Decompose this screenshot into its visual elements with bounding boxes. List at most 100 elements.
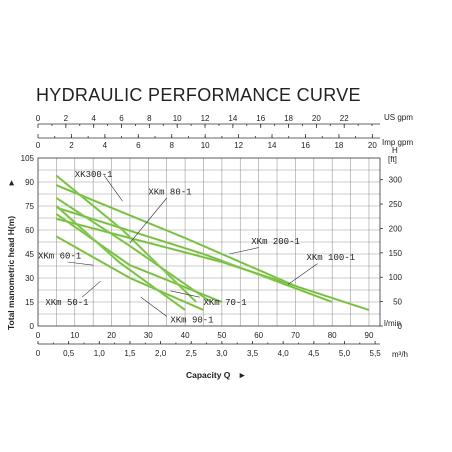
lmin-tick-label: 10 bbox=[70, 331, 79, 340]
ft-unit-h: H bbox=[392, 146, 398, 155]
curve-label: XKm 80-1 bbox=[148, 188, 191, 198]
m3h-tick-label: 3,5 bbox=[247, 349, 259, 358]
lmin-tick-label: 60 bbox=[254, 331, 263, 340]
impgpm-tick-label: 14 bbox=[268, 141, 277, 150]
m3h-unit: m³/h bbox=[392, 350, 408, 359]
lmin-tick-label: 0 bbox=[36, 331, 41, 340]
y-tick-label: 45 bbox=[25, 250, 34, 259]
ft-tick-label: 200 bbox=[389, 224, 403, 233]
curve-label: XKm 60-1 bbox=[38, 252, 81, 262]
impgpm-tick-label: 8 bbox=[170, 141, 175, 150]
curve-label: XKm 90-1 bbox=[170, 316, 213, 326]
usgpm-tick-label: 2 bbox=[64, 114, 69, 123]
x-axis-m3h: 0 0,5 1,0 1,5 2,0 2,5 3,0 3,5 4,0 4,5 5,0 5,5 bbox=[36, 341, 381, 358]
usgpm-tick-label: 20 bbox=[312, 114, 321, 123]
lmin-tick-label: 70 bbox=[291, 331, 300, 340]
lmin-unit: l/min bbox=[384, 319, 401, 328]
curves-group bbox=[55, 174, 370, 312]
ft-tick-label: 300 bbox=[389, 176, 403, 185]
impgpm-tick-label: 20 bbox=[368, 141, 377, 150]
m3h-tick-label: 4,5 bbox=[308, 349, 320, 358]
lmin-tick-label: 20 bbox=[107, 331, 116, 340]
curve-label: XKm 200-1 bbox=[251, 237, 300, 247]
y-tick-label: 60 bbox=[25, 226, 34, 235]
y-axis-arrow: ► bbox=[6, 179, 16, 187]
curve-xkm-200-1 bbox=[56, 217, 370, 312]
curve-xkm-80-1 bbox=[55, 184, 296, 288]
m3h-tick-label: 4,0 bbox=[278, 349, 290, 358]
chart-title: HYDRAULIC PERFORMANCE CURVE bbox=[36, 85, 361, 105]
y-axis-label: Total manometric head H(m) bbox=[6, 216, 16, 330]
us-gpm-axis: 0 2 4 6 8 10 12 14 16 18 20 22 bbox=[36, 114, 380, 128]
usgpm-tick-label: 22 bbox=[340, 114, 349, 123]
y-tick-label: 105 bbox=[21, 154, 35, 163]
y-axis-meters: 0 15 30 45 60 75 90 105 bbox=[21, 154, 35, 331]
usgpm-tick-label: 16 bbox=[256, 114, 265, 123]
impgpm-tick-label: 0 bbox=[36, 141, 41, 150]
m3h-tick-label: 5,0 bbox=[339, 349, 351, 358]
curve-edge-xkm-50-1 bbox=[56, 236, 204, 311]
impgpm-tick-label: 4 bbox=[103, 141, 108, 150]
y-axis-feet: 0 50 100 150 200 250 300 bbox=[380, 176, 403, 331]
ft-tick-label: 0 bbox=[398, 322, 403, 331]
lmin-tick-label: 90 bbox=[365, 331, 374, 340]
plot-frame bbox=[37, 157, 381, 327]
impgpm-tick-label: 16 bbox=[301, 141, 310, 150]
m3h-tick-label: 2,0 bbox=[155, 349, 167, 358]
curve-label: XKm 50-1 bbox=[45, 298, 88, 308]
lmin-tick-label: 40 bbox=[181, 331, 190, 340]
m3h-tick-label: 1,0 bbox=[94, 349, 106, 358]
curve-label: XKm 70-1 bbox=[203, 298, 246, 308]
ft-tick-label: 100 bbox=[389, 273, 403, 282]
curve-edge-xkm-60-1 bbox=[56, 205, 186, 311]
y-tick-label: 90 bbox=[25, 178, 34, 187]
curve-edge-xkm-100-1 bbox=[56, 207, 333, 303]
y-tick-label: 75 bbox=[25, 202, 34, 211]
impgpm-tick-label: 10 bbox=[201, 141, 210, 150]
curve-leader bbox=[287, 263, 318, 285]
lmin-tick-label: 30 bbox=[144, 331, 153, 340]
imp-gpm-unit: Imp gpm bbox=[382, 138, 413, 147]
x-axis-lmin: 0 10 20 30 40 50 60 70 80 90 bbox=[36, 331, 374, 340]
y-tick-label: 0 bbox=[30, 322, 35, 331]
impgpm-tick-label: 12 bbox=[234, 141, 243, 150]
us-gpm-unit: US gpm bbox=[384, 113, 413, 122]
usgpm-tick-label: 10 bbox=[173, 114, 182, 123]
ft-tick-label: 250 bbox=[389, 200, 403, 209]
curve-leader bbox=[229, 247, 259, 255]
m3h-tick-label: 1,5 bbox=[124, 349, 136, 358]
curve-label: XKm 100-1 bbox=[306, 253, 355, 263]
usgpm-tick-label: 18 bbox=[284, 114, 293, 123]
ft-unit-ft: [ft] bbox=[388, 155, 397, 164]
usgpm-tick-label: 0 bbox=[36, 114, 41, 123]
usgpm-tick-label: 12 bbox=[201, 114, 210, 123]
curve-leader bbox=[67, 261, 94, 266]
curve-label: XK300-1 bbox=[75, 170, 113, 180]
x-axis-arrow: ► bbox=[238, 370, 246, 380]
impgpm-tick-label: 18 bbox=[334, 141, 343, 150]
impgpm-tick-label: 6 bbox=[136, 141, 141, 150]
lmin-tick-label: 50 bbox=[217, 331, 226, 340]
curve-edge-xkm-70-1 bbox=[56, 213, 222, 303]
usgpm-tick-label: 14 bbox=[228, 114, 237, 123]
curve-edge-xkm-80-1 bbox=[56, 184, 296, 287]
curve-leader bbox=[129, 197, 167, 243]
usgpm-tick-label: 4 bbox=[91, 114, 96, 123]
curve-leader bbox=[170, 290, 200, 298]
y-tick-label: 15 bbox=[25, 298, 34, 307]
curve-edge-xkm-90-1 bbox=[56, 197, 211, 303]
curve-leader bbox=[140, 296, 167, 317]
ft-tick-label: 50 bbox=[393, 298, 402, 307]
usgpm-tick-label: 8 bbox=[147, 114, 152, 123]
curve-labels: XK300-1 XKm 80-1 XKm 200-1 XKm 100-1 XKm 60-… bbox=[38, 170, 355, 326]
m3h-tick-label: 2,5 bbox=[186, 349, 198, 358]
curve-edge-xkm-200-1 bbox=[56, 218, 370, 311]
m3h-tick-label: 3,0 bbox=[216, 349, 228, 358]
imp-gpm-axis: 0 2 4 6 8 10 12 14 16 18 20 bbox=[36, 134, 380, 150]
m3h-tick-label: 0,5 bbox=[63, 349, 75, 358]
m3h-tick-label: 0 bbox=[36, 349, 41, 358]
y-tick-label: 30 bbox=[25, 274, 34, 283]
usgpm-tick-label: 6 bbox=[119, 114, 124, 123]
x-axis-label: Capacity Q bbox=[186, 370, 231, 380]
